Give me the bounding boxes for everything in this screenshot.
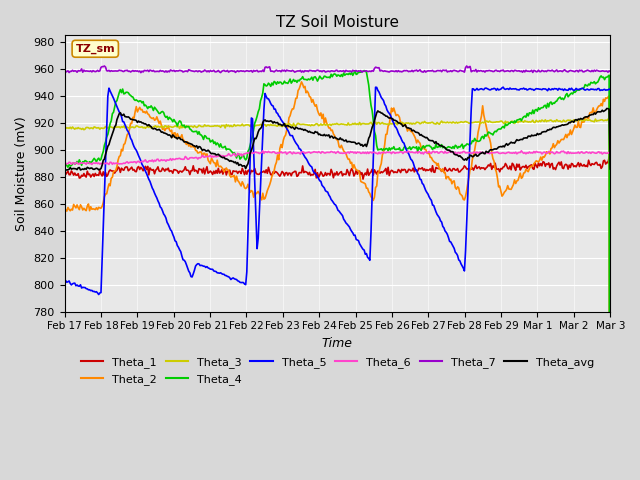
Title: TZ Soil Moisture: TZ Soil Moisture (276, 15, 399, 30)
Legend: Theta_1, Theta_2, Theta_3, Theta_4, Theta_5, Theta_6, Theta_7, Theta_avg: Theta_1, Theta_2, Theta_3, Theta_4, Thet… (77, 353, 598, 389)
X-axis label: Time: Time (322, 337, 353, 350)
Y-axis label: Soil Moisture (mV): Soil Moisture (mV) (15, 116, 28, 231)
Text: TZ_sm: TZ_sm (76, 44, 115, 54)
